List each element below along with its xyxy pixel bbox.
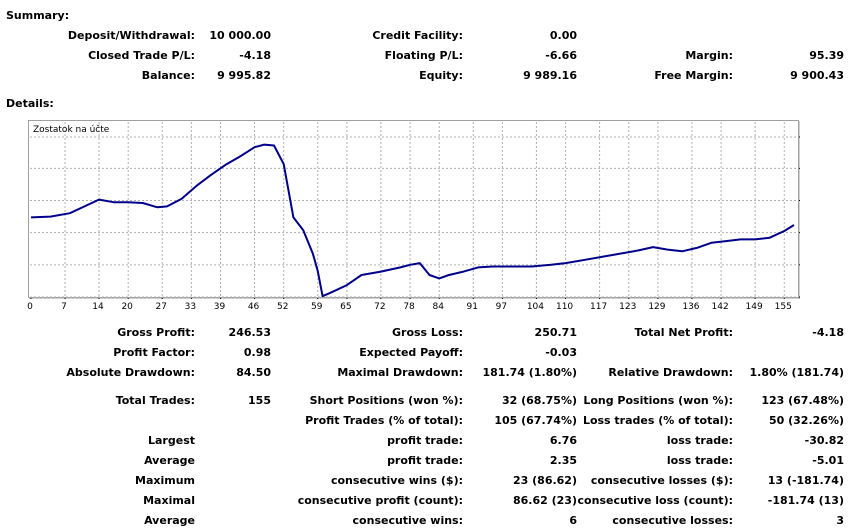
- credit-facility-label: Credit Facility:: [372, 29, 463, 42]
- long-positions-label: Long Positions (won %):: [583, 394, 733, 407]
- deposit-withdrawal-value: 10 000.00: [209, 29, 271, 42]
- maximal-label: Maximal: [143, 494, 195, 507]
- deposit-withdrawal-label: Deposit/Withdrawal:: [67, 29, 195, 42]
- credit-facility-value: 0.00: [549, 29, 577, 42]
- balance-chart-svg: 100951005810020998299449906Zostatok na ú…: [29, 121, 800, 299]
- average-consecutive-label: Average: [144, 514, 195, 527]
- average-consecutive-wins-value: 6: [569, 514, 577, 527]
- largest-profit-value: 6.76: [549, 434, 577, 447]
- equity-label: Equity:: [419, 69, 463, 82]
- x-tick-label: 27: [155, 302, 167, 312]
- profit-factor-label: Profit Factor:: [113, 346, 195, 359]
- summary-title: Summary:: [6, 9, 70, 22]
- x-tick-label: 123: [619, 302, 637, 312]
- details-title: Details:: [6, 97, 54, 110]
- floating-pl-label: Floating P/L:: [384, 49, 463, 62]
- gross-loss-label: Gross Loss:: [392, 326, 463, 339]
- loss-trades-value: 50 (32.26%): [768, 414, 844, 427]
- chart-title: Zostatok na účte: [33, 124, 110, 135]
- maximal-drawdown-value: 181.74 (1.80%): [482, 366, 578, 379]
- x-tick-label: 14: [92, 302, 104, 312]
- gross-profit-value: 246.53: [228, 326, 271, 339]
- margin-value: 95.39: [809, 49, 844, 62]
- x-tick-label: 59: [310, 302, 323, 312]
- x-tick-label: 91: [466, 302, 478, 312]
- x-tick-label: 7: [61, 302, 67, 312]
- maximum-label: Maximum: [135, 474, 195, 487]
- x-tick-label: 78: [403, 302, 415, 312]
- average-loss-value: -5.01: [812, 454, 844, 467]
- absolute-drawdown-label: Absolute Drawdown:: [66, 366, 195, 379]
- total-net-profit-label: Total Net Profit:: [634, 326, 734, 339]
- closed-trade-pl-value: -4.18: [239, 49, 271, 62]
- average-consecutive-wins-label: consecutive wins:: [352, 514, 463, 527]
- short-positions-label: Short Positions (won %):: [309, 394, 463, 407]
- free-margin-value: 9 900.43: [790, 69, 844, 82]
- balance-chart: 100951005810020998299449906Zostatok na ú…: [28, 120, 800, 299]
- x-tick-label: 84: [432, 302, 444, 312]
- average-label: Average: [144, 454, 195, 467]
- short-positions-value: 32 (68.75%): [501, 394, 577, 407]
- x-tick-label: 155: [774, 302, 792, 312]
- x-tick-label: 142: [711, 302, 729, 312]
- absolute-drawdown-value: 84.50: [236, 366, 271, 379]
- gross-profit-label: Gross Profit:: [117, 326, 195, 339]
- average-loss-label: loss trade:: [666, 454, 733, 467]
- largest-profit-label: profit trade:: [387, 434, 463, 447]
- profit-trades-value: 105 (67.74%): [494, 414, 577, 427]
- balance-label: Balance:: [141, 69, 195, 82]
- average-profit-label: profit trade:: [387, 454, 463, 467]
- consecutive-losses-money-value: 13 (-181.74): [767, 474, 844, 487]
- long-positions-value: 123 (67.48%): [761, 394, 844, 407]
- closed-trade-pl-label: Closed Trade P/L:: [88, 49, 195, 62]
- x-tick-label: 46: [247, 302, 260, 312]
- maximal-drawdown-label: Maximal Drawdown:: [337, 366, 463, 379]
- total-trades-label: Total Trades:: [115, 394, 195, 407]
- margin-label: Margin:: [685, 49, 733, 62]
- x-tick-label: 33: [184, 302, 197, 312]
- largest-loss-label: loss trade:: [666, 434, 733, 447]
- x-tick-label: 129: [648, 302, 666, 312]
- largest-loss-value: -30.82: [804, 434, 844, 447]
- consecutive-profit-count-label: consecutive profit (count):: [297, 494, 463, 507]
- consecutive-wins-money-label: consecutive wins ($):: [330, 474, 463, 487]
- x-tick-label: 149: [745, 302, 763, 312]
- balance-line: [30, 143, 795, 298]
- balance-value: 9 995.82: [217, 69, 271, 82]
- average-profit-value: 2.35: [549, 454, 577, 467]
- x-tick-label: 65: [340, 302, 352, 312]
- x-tick-label: 0: [27, 302, 33, 312]
- average-consecutive-losses-label: consecutive losses:: [612, 514, 733, 527]
- x-tick-label: 20: [121, 302, 133, 312]
- x-tick-label: 52: [276, 302, 289, 312]
- relative-drawdown-label: Relative Drawdown:: [608, 366, 733, 379]
- largest-label: Largest: [148, 434, 195, 447]
- x-tick-label: 110: [555, 302, 574, 312]
- total-trades-value: 155: [248, 394, 271, 407]
- expected-payoff-value: -0.03: [545, 346, 577, 359]
- profit-factor-value: 0.98: [243, 346, 271, 359]
- consecutive-wins-money-value: 23 (86.62): [513, 474, 577, 487]
- consecutive-loss-count-label: consecutive loss (count):: [577, 494, 733, 507]
- average-consecutive-losses-value: 3: [836, 514, 844, 527]
- x-tick-label: 39: [213, 302, 226, 312]
- consecutive-loss-count-value: -181.74 (13): [767, 494, 844, 507]
- expected-payoff-label: Expected Payoff:: [359, 346, 463, 359]
- x-tick-label: 136: [682, 302, 700, 312]
- equity-value: 9 989.16: [523, 69, 577, 82]
- x-tick-label: 117: [590, 302, 608, 312]
- floating-pl-value: -6.66: [545, 49, 577, 62]
- x-tick-label: 72: [374, 302, 386, 312]
- free-margin-label: Free Margin:: [654, 69, 733, 82]
- profit-trades-label: Profit Trades (% of total):: [305, 414, 463, 427]
- x-tick-label: 97: [495, 302, 508, 312]
- loss-trades-label: Loss trades (% of total):: [582, 414, 733, 427]
- consecutive-losses-money-label: consecutive losses ($):: [590, 474, 733, 487]
- relative-drawdown-value: 1.80% (181.74): [749, 366, 845, 379]
- gross-loss-value: 250.71: [534, 326, 577, 339]
- x-tick-label: 104: [526, 302, 545, 312]
- consecutive-profit-count-value: 86.62 (23): [513, 494, 577, 507]
- total-net-profit-value: -4.18: [812, 326, 844, 339]
